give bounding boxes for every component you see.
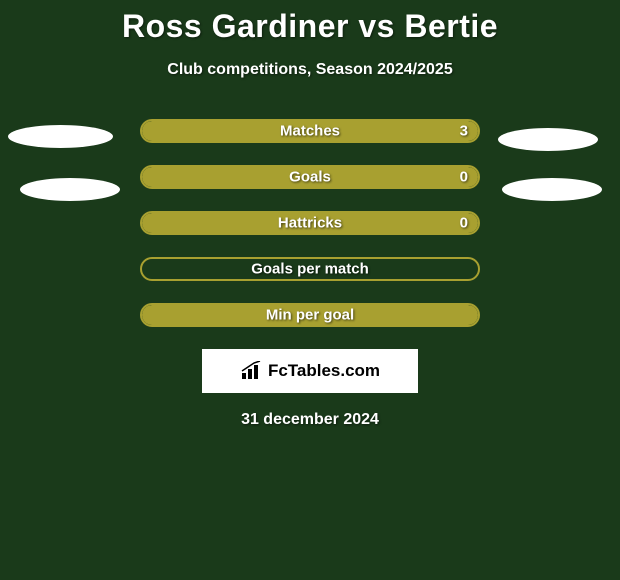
- stat-bar: Matches 3: [140, 119, 480, 143]
- stat-bar: Goals 0: [140, 165, 480, 189]
- subtitle: Club competitions, Season 2024/2025: [0, 61, 620, 79]
- logo-inner: FcTables.com: [240, 361, 380, 381]
- stat-value: 3: [460, 123, 468, 140]
- stat-label: Goals per match: [251, 261, 369, 278]
- stat-bar: Hattricks 0: [140, 211, 480, 235]
- stat-row: Matches 3: [10, 119, 610, 143]
- player1-name: Ross Gardiner: [122, 8, 349, 44]
- stat-row: Min per goal: [10, 303, 610, 327]
- stat-row: Goals per match: [10, 257, 610, 281]
- stat-value: 0: [460, 215, 468, 232]
- chart-icon: [240, 361, 264, 381]
- logo-box: FcTables.com: [202, 349, 418, 393]
- stat-bar: Min per goal: [140, 303, 480, 327]
- stat-label: Min per goal: [266, 307, 354, 324]
- stat-label: Matches: [280, 123, 340, 140]
- stat-row: Goals 0: [10, 165, 610, 189]
- comparison-title: Ross Gardiner vs Bertie: [0, 8, 620, 45]
- stat-row: Hattricks 0: [10, 211, 610, 235]
- stat-label: Hattricks: [278, 215, 342, 232]
- date: 31 december 2024: [0, 411, 620, 429]
- logo-text: FcTables.com: [268, 361, 380, 381]
- comparison-card: Ross Gardiner vs Bertie Club competition…: [0, 0, 620, 429]
- stat-value: 0: [460, 169, 468, 186]
- vs-word: vs: [358, 8, 395, 44]
- stat-label: Goals: [289, 169, 331, 186]
- stat-bar: Goals per match: [140, 257, 480, 281]
- stats-area: Matches 3 Goals 0 Hattricks 0 Goals per match M…: [0, 119, 620, 327]
- player2-name: Bertie: [404, 8, 498, 44]
